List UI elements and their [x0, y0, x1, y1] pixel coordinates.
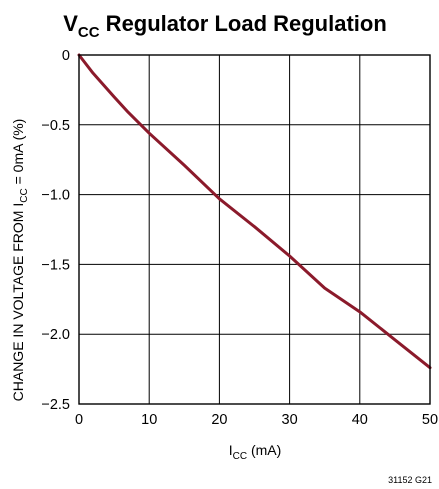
y-axis-label-pre: CHANGE IN VOLTAGE FROM I	[10, 203, 26, 402]
x-tick-label-5: 50	[422, 412, 438, 428]
x-tick-label-4: 40	[352, 412, 368, 428]
x-tick-label-0: 0	[75, 412, 83, 428]
figure-id: 31152 G21	[388, 475, 432, 485]
y-tick-labels: 0 −0.5 −1.0 −1.5 −2.0 −2.5	[41, 48, 70, 413]
x-axis-label: ICC (mA)	[229, 442, 282, 462]
x-tick-labels: 0 10 20 30 40 50	[75, 412, 438, 428]
y-tick-label-3: −1.5	[41, 257, 70, 273]
x-tick-label-3: 30	[282, 412, 298, 428]
plot-frame	[78, 54, 431, 405]
x-tick-label-1: 10	[141, 412, 157, 428]
y-tick-label-1: −0.5	[41, 118, 70, 134]
y-tick-label-0: 0	[62, 48, 70, 64]
chart-title-sub: CC	[78, 24, 100, 41]
y-tick-label-4: −2.0	[41, 327, 70, 343]
chart-title-rest: Regulator Load Regulation	[100, 11, 387, 36]
y-axis-label-post: = 0mA (%)	[10, 119, 26, 189]
y-tick-label-5: −2.5	[41, 397, 70, 413]
x-axis-label-main: I	[229, 442, 233, 458]
y-axis-label-sub: CC	[19, 188, 30, 202]
grid	[78, 54, 431, 405]
series-group	[77, 53, 432, 370]
x-tick-label-2: 20	[211, 412, 227, 428]
y-tick-label-2: −1.0	[41, 188, 70, 204]
series-line-0	[77, 53, 432, 370]
chart-title: VCC Regulator Load Regulation	[63, 11, 387, 41]
x-axis-label-sub: CC	[233, 451, 247, 462]
y-axis-label: CHANGE IN VOLTAGE FROM ICC = 0mA (%)	[10, 119, 30, 402]
x-axis-label-rest: (mA)	[247, 442, 281, 458]
chart-title-main: V	[63, 11, 78, 36]
